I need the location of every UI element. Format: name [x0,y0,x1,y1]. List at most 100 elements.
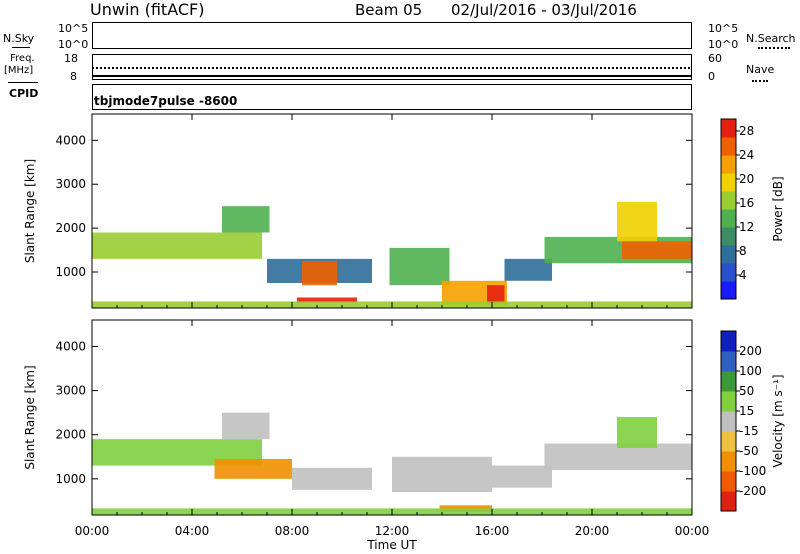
beam-label: Beam 05 [355,1,423,19]
colorbar-swatch [721,191,736,210]
y-axis-label: Slant Range [km] [23,159,37,263]
x-tick-label: 00:00 [675,524,710,538]
colorbar-swatch [721,471,736,492]
nave-tick-high: 60 [708,52,722,65]
data-cell [297,297,357,303]
nave-label-dots [752,80,768,82]
y-tick-label: 1000 [55,472,86,486]
cpid-panel [92,84,692,110]
colorbar-swatch [721,137,736,156]
data-cell [617,201,657,242]
power-plot: 1000 2000 3000 4000 Slant Range [km] [23,113,693,309]
colorbar-swatch [721,331,736,352]
station-title: Unwin (fitACF) [90,0,205,19]
x-tick-label: 20:00 [575,524,610,538]
colorbar-tick-label: 200 [739,344,762,358]
colorbar-tick-label: 12 [739,220,754,234]
nsearch-tick-high: 10^5 [708,22,739,35]
y-tick-label: 3000 [55,177,86,191]
nsky-tick-low: 10^0 [58,38,89,51]
y-tick-label: 1000 [55,265,86,279]
velocity-colorbar: -200 -100 -50 -15 15 50 100 200 Velocity [m s⁻¹] [720,330,785,512]
data-cell [292,467,372,490]
colorbar-swatch [721,281,736,300]
y-tick-label: 4000 [55,133,86,147]
colorbar-swatch [721,263,736,282]
nsearch-tick-low: 10^0 [708,38,739,51]
data-cell [492,465,552,488]
data-cell [622,241,692,259]
colorbar-swatch [721,245,736,264]
colorbar-swatch [721,431,736,452]
colorbar-tick-label: 4 [739,268,747,282]
colorbar-tick-label: -200 [739,484,766,498]
colorbar-tick-label: 8 [739,244,747,258]
colorbar-tick-label: 15 [739,404,754,418]
data-cell [392,456,492,493]
colorbar-label: Velocity [m s⁻¹] [771,374,785,467]
colorbar-tick-label: -100 [739,464,766,478]
data-cell [504,258,552,281]
colorbar-tick-label: -15 [739,424,759,438]
date-range: 02/Jul/2016 - 03/Jul/2016 [451,1,637,19]
data-cell [92,232,262,259]
y-tick-label: 3000 [55,384,86,398]
colorbar-frame [720,118,737,300]
x-tick-label: 00:00 [75,524,110,538]
nave-tick-low: 0 [708,70,715,83]
x-tick-label: 04:00 [175,524,210,538]
data-cell [222,412,270,440]
y-axis-label: Slant Range [km] [23,365,37,469]
colorbar-swatch [721,155,736,174]
nsearch-label: N.Search [746,32,796,45]
freq-label: Freq. [10,53,35,64]
data-cell [389,247,450,286]
colorbar-swatch [721,209,736,228]
freq-unit-label: [MHz] [4,65,34,76]
cpid-separator [8,82,38,83]
colorbar-swatch [721,391,736,412]
nsky-label: N.Sky [3,32,35,45]
x-tick-label: 16:00 [475,524,510,538]
y-tick-label: 2000 [55,221,86,235]
data-cell [487,285,505,303]
colorbar-tick-label: 50 [739,384,754,398]
x-tick-label: 12:00 [375,524,410,538]
y-tick-label: 2000 [55,428,86,442]
colorbar-tick-label: -50 [739,444,759,458]
x-axis-label: Time UT [366,538,417,552]
colorbar-tick-label: 28 [739,124,754,138]
colorbar-swatch [721,411,736,432]
x-tick-label: 08:00 [275,524,310,538]
cpid-text: tbjmode7pulse -8600 [94,94,238,108]
freq-tick-low: 8 [70,70,77,83]
colorbar-swatch [721,119,736,138]
nsky-tick-high: 10^5 [58,22,89,35]
nave-label: Nave [746,63,775,76]
data-cell [302,261,337,286]
colorbar-swatch [721,371,736,392]
y-tick-label: 4000 [55,339,86,353]
colorbar-label: Power [dB] [771,176,785,241]
power-colorbar: 4 8 12 16 20 24 28 Power [dB] [720,118,785,300]
data-cell [617,417,657,448]
nsky-panel [92,22,692,49]
velocity-plot: 1000 2000 3000 4000 Slant Range [km] 00:00 04:… [23,319,710,552]
colorbar-tick-label: 100 [739,364,762,378]
nsky-label-underline [12,47,30,48]
data-cell [222,206,270,233]
colorbar-swatch [721,173,736,192]
colorbar-swatch [721,227,736,246]
colorbar-tick-label: 20 [739,172,754,186]
data-cell [214,458,292,479]
freq-tick-high: 18 [64,52,78,65]
colorbar-tick-label: 16 [739,196,754,210]
colorbar-swatch [721,491,736,512]
nsearch-label-dots [758,47,790,49]
colorbar-tick-label: 24 [739,148,754,162]
colorbar-swatch [721,351,736,372]
colorbar-frame [720,330,737,512]
cpid-label: CPID [9,87,39,100]
colorbar-swatch [721,451,736,472]
